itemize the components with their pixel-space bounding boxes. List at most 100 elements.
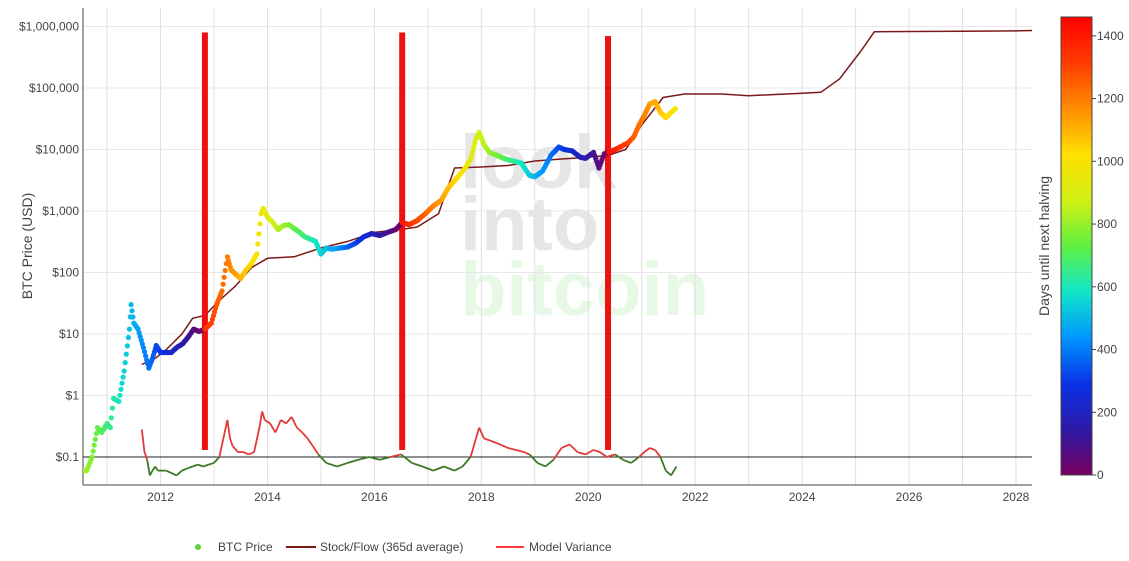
model-variance-segment (261, 411, 266, 421)
model-variance-segment (243, 451, 250, 456)
y-tick-label: $10,000 (36, 142, 80, 156)
model-variance-segment (577, 451, 586, 456)
x-tick-label: 2026 (896, 490, 923, 504)
model-variance-segment (507, 447, 517, 451)
x-tick-label: 2016 (361, 490, 388, 504)
model-variance-segment (197, 463, 204, 468)
model-variance-segment (264, 419, 271, 425)
model-variance-segment (443, 465, 455, 472)
x-tick-label: 2018 (468, 490, 495, 504)
colorbar-tick-label: 400 (1097, 343, 1117, 357)
colorbar-tick-label: 1200 (1097, 92, 1124, 106)
model-variance-segment (175, 469, 183, 477)
colorbar: 0 200 400 600 800 1000 1200 1400 Days until nex… (1036, 16, 1124, 482)
model-variance-segment (585, 449, 595, 456)
model-variance-segment (515, 449, 525, 453)
model-variance-segment (208, 462, 215, 466)
x-axis-ticks: 2012 2014 2016 2018 2020 2022 2024 2026 2028 (147, 490, 1029, 504)
colorbar-ticks: 0 200 400 600 800 1000 1200 1400 (1092, 29, 1124, 482)
model-variance-segment (226, 419, 231, 439)
model-variance-segment (432, 465, 445, 472)
btc-price-point (468, 156, 474, 162)
model-variance-segment (181, 467, 188, 472)
btc-price-point (222, 267, 228, 274)
model-variance-segment (368, 456, 380, 461)
model-variance-segment (422, 465, 434, 472)
model-variance-segment (622, 458, 632, 464)
model-variance-segment (306, 437, 314, 447)
model-variance-segment (253, 427, 261, 453)
btc-price-point (121, 368, 127, 374)
colorbar-tick-label: 0 (1097, 468, 1104, 482)
model-variance-segment (544, 459, 555, 468)
btc-price-point (126, 326, 133, 332)
model-variance-segment (400, 453, 413, 464)
model-variance-segment (469, 438, 477, 458)
legend-item-model-variance[interactable]: Model Variance (496, 540, 612, 554)
colorbar-tick-label: 600 (1097, 280, 1117, 294)
y-axis-ticks: $0.1 $1 $10 $100 $1,000 $10,000 $100,000 $1,000… (19, 20, 79, 464)
model-variance-segment (149, 470, 154, 476)
model-variance-segment (390, 453, 402, 458)
model-variance-segment (654, 449, 662, 458)
btc-price-point (221, 274, 227, 280)
model-variance-segment (461, 456, 472, 468)
btc-price-point (117, 392, 123, 398)
btc-price-point (93, 430, 99, 437)
watermark-line-2: into (460, 182, 599, 267)
model-variance-segment (186, 465, 193, 470)
btc-price-point (124, 343, 130, 349)
btc-price-point (107, 425, 113, 431)
model-variance-segment (670, 466, 678, 476)
btc-price-point (130, 314, 136, 320)
btc-price-point (220, 281, 226, 287)
btc-price-point (144, 357, 150, 363)
legend[interactable]: BTC Price Stock/Flow (365d average) Mode… (195, 540, 612, 554)
model-variance-segment (290, 416, 298, 429)
colorbar-title: Days until next halving (1036, 176, 1052, 316)
model-variance-segment (347, 458, 359, 464)
x-tick-label: 2028 (1003, 490, 1030, 504)
model-variance-segment (218, 432, 226, 458)
model-variance-segment (154, 465, 159, 472)
colorbar-tick-label: 1000 (1097, 154, 1124, 168)
halving-bar (201, 32, 208, 450)
model-variance-segment (475, 427, 481, 439)
btc-price-point (219, 288, 225, 294)
btc-price-point (141, 349, 148, 355)
model-variance-segment (491, 440, 501, 446)
watermark: look into bitcoin (460, 120, 709, 332)
legend-item-stock-flow[interactable]: Stock/Flow (365d average) (286, 540, 463, 554)
y-tick-label: $1,000 (42, 204, 79, 218)
legend-marker-btc-price (195, 544, 201, 550)
x-tick-label: 2022 (682, 490, 709, 504)
btc-price-point (128, 302, 134, 308)
stock-flow-line (141, 29, 1032, 366)
model-variance-segment (528, 453, 539, 464)
y-axis-title: BTC Price (USD) (19, 193, 35, 300)
legend-label-model-variance: Model Variance (529, 540, 612, 554)
model-variance-segment (285, 416, 293, 425)
btc-price-point (672, 106, 679, 112)
btc-price-point (119, 380, 125, 386)
legend-label-btc-price: BTC Price (218, 540, 273, 554)
model-variance-segment (213, 456, 221, 464)
btc-price-point (470, 148, 476, 154)
model-variance-segment (630, 456, 640, 464)
colorbar-tick-label: 200 (1097, 405, 1117, 419)
model-variance-segment (358, 456, 370, 461)
btc-price-point (472, 140, 478, 146)
model-variance-segment (336, 462, 348, 468)
x-tick-label: 2014 (254, 490, 281, 504)
legend-item-btc-price[interactable]: BTC Price (195, 540, 273, 554)
btc-price-point (91, 442, 97, 448)
watermark-line-3: bitcoin (460, 247, 709, 332)
model-variance-segment (606, 453, 616, 458)
model-variance-segment (643, 447, 651, 453)
watermark-line-1: look (460, 120, 617, 205)
x-tick-label: 2020 (575, 490, 602, 504)
model-variance-segment (143, 451, 149, 461)
y-tick-label: $1 (66, 388, 80, 402)
model-variance-segment (301, 431, 309, 440)
